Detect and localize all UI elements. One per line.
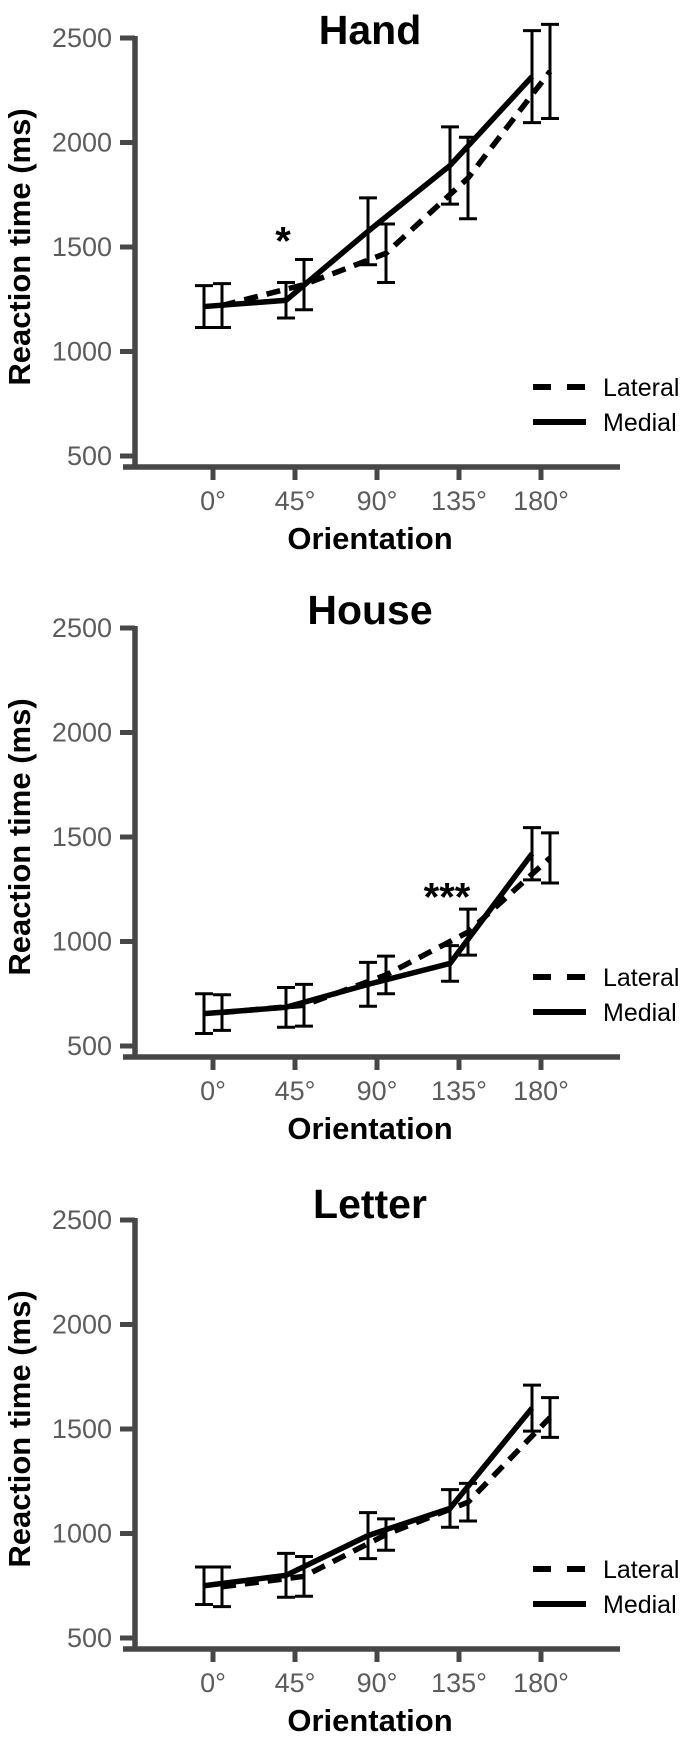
y-tick-label: 2000 [52,718,112,748]
house-chart: House Reaction time (ms) 500 1000 1500 2000 25… [2,587,679,1146]
y-tick-label: 1500 [52,1414,112,1444]
medial-line [203,1406,535,1589]
chart-block-hand: Hand Reaction time (ms) 500 1000 1500 2000 250… [0,0,685,556]
error-bar-lateral [213,1565,231,1609]
y-tick-label: 2000 [52,1310,112,1340]
y-tick-label: 1500 [52,822,112,852]
legend-label-medial: Medial [603,1591,677,1619]
chart-block-house: House Reaction time (ms) 500 1000 1500 2000 25… [0,555,685,1146]
x-tick-label: 90° [357,486,398,516]
legend-label-medial: Medial [603,409,677,437]
y-tick-label: 1000 [52,1519,112,1549]
x-tick-label: 0° [200,1076,226,1106]
y-tick-label: 1000 [52,927,112,957]
y-tick-label: 500 [67,1623,112,1653]
significance-asterisk: * [275,220,291,264]
medial-line [203,74,535,310]
legend-label-medial: Medial [603,999,677,1027]
y-tick-label: 2500 [52,23,112,53]
lateral-line [221,1415,552,1590]
chart-block-letter: Letter Reaction time (ms) 500 1000 1500 2000 2… [0,1146,685,1741]
chart-title: House [307,587,432,633]
chart-title: Hand [319,7,422,53]
x-tick-label: 0° [200,486,226,516]
x-tick-label: 135° [431,1668,487,1698]
legend-label-lateral: Lateral [603,1556,679,1584]
y-tick-label: 500 [67,1031,112,1061]
y-axis-title: Reaction time (ms) [2,1290,37,1567]
x-tick-label: 135° [431,1076,487,1106]
medial-line [203,852,535,1017]
significance-asterisk: *** [424,876,471,920]
x-tick-label: 180° [513,1076,569,1106]
x-axis-title: Orientation [287,521,452,555]
x-tick-label: 135° [431,486,487,516]
legend-label-lateral: Lateral [603,374,679,402]
letter-chart: Letter Reaction time (ms) 500 1000 1500 2000 2… [2,1181,679,1738]
y-tick-label: 2500 [52,1205,112,1235]
x-tick-label: 90° [357,1076,398,1106]
y-tick-label: 1000 [52,337,112,367]
x-tick-label: 0° [200,1668,226,1698]
error-bar-medial [523,1383,541,1433]
lateral-line [221,69,553,309]
y-axis-title: Reaction time (ms) [2,698,37,975]
x-tick-label: 180° [513,486,569,516]
hand-chart: Hand Reaction time (ms) 500 1000 1500 2000 250… [2,7,679,556]
x-axis-title: Orientation [287,1703,452,1738]
x-tick-label: 45° [275,486,316,516]
y-tick-label: 1500 [52,232,112,262]
x-tick-label: 180° [513,1668,569,1698]
x-tick-label: 45° [275,1076,316,1106]
x-axis-title: Orientation [287,1111,452,1146]
y-tick-label: 500 [67,441,112,471]
legend-label-lateral: Lateral [603,964,679,992]
y-tick-label: 2000 [52,128,112,158]
x-tick-label: 90° [357,1668,398,1698]
x-tick-label: 45° [275,1668,316,1698]
chart-title: Letter [313,1181,427,1227]
y-axis-title: Reaction time (ms) [2,108,37,385]
y-tick-label: 2500 [52,613,112,643]
